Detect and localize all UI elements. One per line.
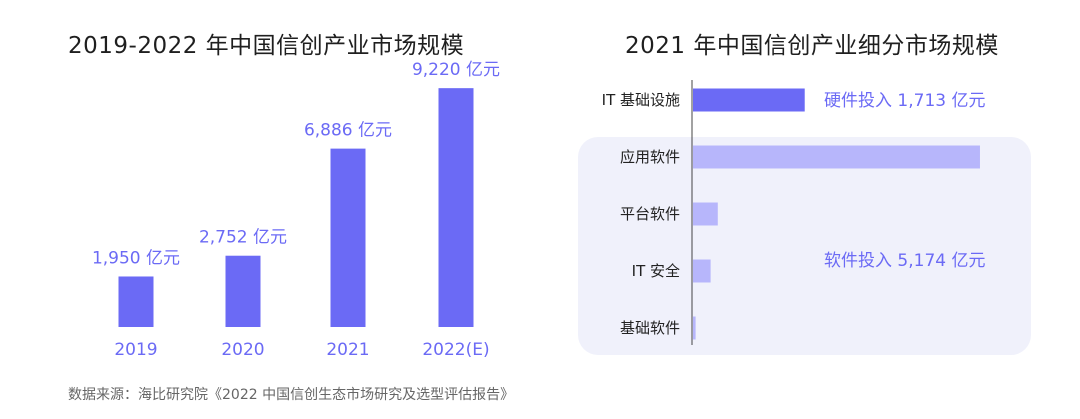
left-chart-title: 2019-2022 年中国信创产业市场规模 xyxy=(68,33,465,59)
hbar-平台软件 xyxy=(693,202,718,226)
bar-2019 xyxy=(118,276,154,327)
value-label-2019: 1,950 亿元 xyxy=(92,248,180,268)
x-tick-label-2021: 2021 xyxy=(326,340,369,360)
y-tick-label-基础软件: 基础软件 xyxy=(620,319,680,337)
bar-2021 xyxy=(330,148,366,327)
bar-2020 xyxy=(225,255,261,327)
value-label-2021: 6,886 亿元 xyxy=(304,121,392,141)
bar-2022(E) xyxy=(438,88,474,327)
right-chart-title: 2021 年中国信创产业细分市场规模 xyxy=(625,33,999,59)
y-tick-label-平台软件: 平台软件 xyxy=(620,205,680,223)
hardware-annotation: 硬件投入 1,713 亿元 xyxy=(824,91,985,111)
software-group-panel xyxy=(578,137,1031,355)
y-tick-label-IT-基础设施: IT 基础设施 xyxy=(602,91,680,109)
hbar-IT-安全 xyxy=(693,259,711,283)
software-annotation: 软件投入 5,174 亿元 xyxy=(824,251,985,271)
value-label-2020: 2,752 亿元 xyxy=(199,228,287,248)
hbar-应用软件 xyxy=(693,145,980,169)
x-tick-label-2019: 2019 xyxy=(114,340,157,360)
hbar-基础软件 xyxy=(693,316,696,340)
y-tick-label-IT-安全: IT 安全 xyxy=(632,262,680,280)
x-tick-label-2020: 2020 xyxy=(221,340,264,360)
hbar-IT-基础设施 xyxy=(693,88,805,112)
data-source-note: 数据来源：海比研究院《2022 中国信创生态市场研究及选型评估报告》 xyxy=(68,387,515,403)
y-tick-label-应用软件: 应用软件 xyxy=(620,148,680,166)
x-tick-label-2022(E): 2022(E) xyxy=(422,340,489,360)
value-label-2022(E): 9,220 亿元 xyxy=(412,60,500,80)
